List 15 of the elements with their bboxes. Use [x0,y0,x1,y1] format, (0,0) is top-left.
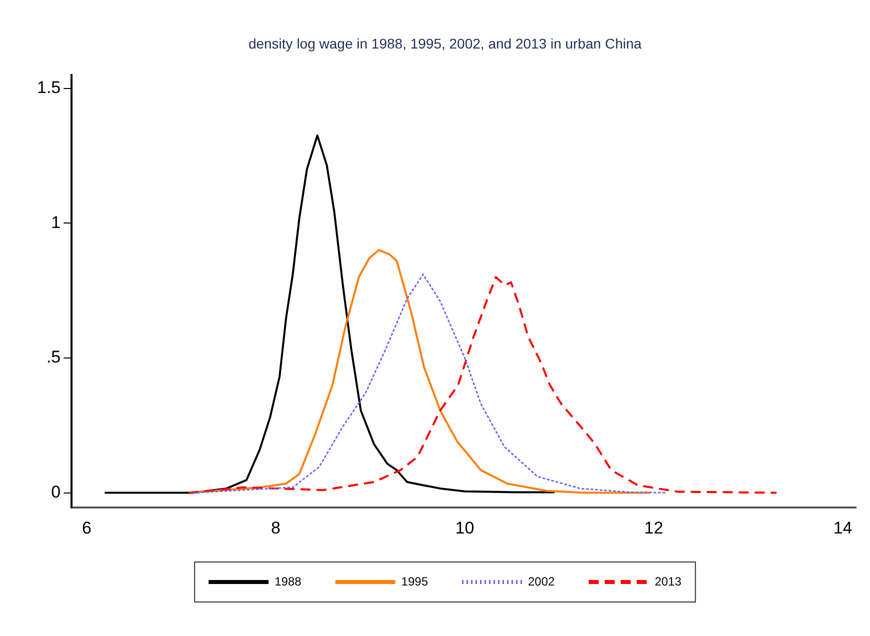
x-tick-label: 14 [833,518,852,538]
x-tick-label: 12 [644,518,664,538]
legend-label: 1995 [401,574,428,588]
y-tick-label: 1.5 [36,78,61,97]
y-tick-label: 1 [51,212,61,232]
legend-label: 2002 [528,574,556,588]
line-series [188,276,778,494]
y-tick-label: 0 [51,482,61,502]
x-tick-label: 8 [271,518,280,538]
legend-label: 1988 [274,574,302,588]
legend-label: 2013 [654,574,682,588]
x-tick-label: 10 [455,518,474,538]
y-tick-label: .5 [46,348,61,367]
x-tick-label: 6 [82,518,92,538]
chart-title: density log wage in 1988, 1995, 2002, and 2013 in urban China [248,35,642,52]
